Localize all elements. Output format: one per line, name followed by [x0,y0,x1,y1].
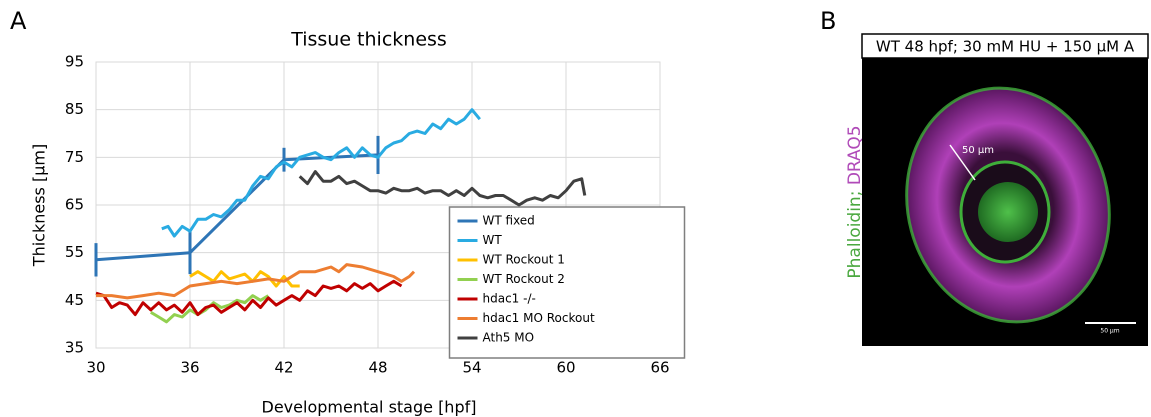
y-tick-label: 85 [65,100,84,118]
x-tick-label: 66 [650,359,669,377]
series-line [300,172,585,205]
y-tick-label: 45 [65,291,84,309]
lens [978,182,1038,242]
series-line [96,265,414,298]
stain-label: Phalloidin; DRAQ5 [845,125,865,278]
stain-green: Phalloidin; [845,191,865,279]
y-tick-label: 55 [65,243,84,261]
panel-label: B [820,7,836,35]
legend-label: Ath5 MO [483,331,535,345]
legend-label: hdac1 -/- [483,292,536,306]
figure: A B Tissue thickness Developmental stage… [0,0,1151,417]
chart-title: Tissue thickness [290,29,447,51]
legend-label: WT [483,233,503,247]
x-tick-label: 48 [368,359,387,377]
y-tick-label: 75 [65,148,84,166]
arrow-label: 50 µm [962,145,994,156]
scale-bar-label: 50 µm [1100,328,1119,335]
x-tick-label: 42 [274,359,293,377]
legend-label: WT fixed [483,214,535,228]
legend-label: WT Rockout 2 [483,272,565,286]
x-axis-label: Developmental stage [hpf] [262,398,477,417]
x-tick-label: 60 [556,359,575,377]
series-line [162,110,480,236]
y-tick-label: 95 [65,53,84,71]
page: A B Tissue thickness Developmental stage… [0,0,1151,417]
x-tick-label: 36 [180,359,199,377]
x-tick-label: 54 [462,359,481,377]
series-line [96,155,378,260]
plot-area: 35 45 55 65 75 85 95 30 36 42 48 54 60 66 WT fixed WT WT… [65,53,685,377]
x-tick-label: 30 [86,359,105,377]
stain-magenta: DRAQ5 [845,125,865,185]
y-tick-label: 65 [65,196,84,214]
image-title: WT 48 hpf; 30 mM HU + 150 µM A [876,38,1135,56]
y-axis-label: Thickness [µm] [30,144,49,267]
legend-label: WT Rockout 1 [483,253,565,267]
y-tick-label: 35 [65,339,84,357]
panel-label: A [10,7,27,35]
legend-label: hdac1 MO Rockout [483,311,595,325]
